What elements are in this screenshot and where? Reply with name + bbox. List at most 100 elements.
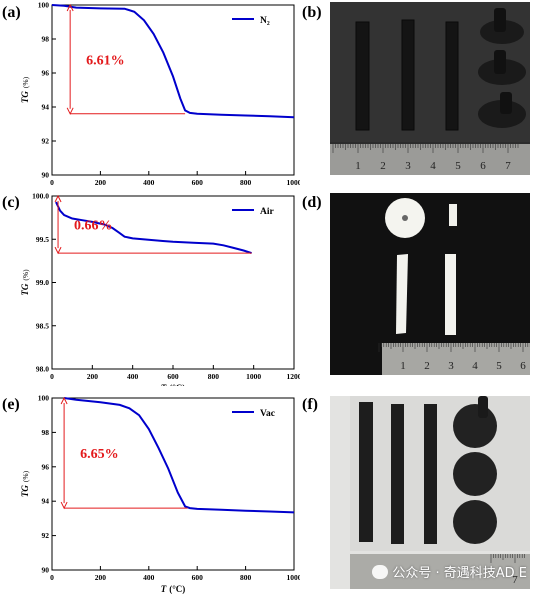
legend-label: Air bbox=[260, 207, 275, 217]
sample-bar-white-2 bbox=[445, 254, 456, 335]
y-tick-label: 99.0 bbox=[36, 278, 49, 287]
y-tick-label: 98 bbox=[42, 35, 50, 44]
sample-pin-1 bbox=[494, 8, 506, 32]
sample-disk-f-1 bbox=[453, 404, 497, 448]
sample-bar-f-3 bbox=[424, 404, 437, 544]
sample-pin-2 bbox=[494, 50, 506, 74]
series-line bbox=[55, 201, 252, 255]
y-tick-label: 92 bbox=[42, 137, 50, 146]
x-tick-label: 400 bbox=[143, 178, 155, 187]
x-tick-label: 0 bbox=[50, 178, 54, 187]
x-tick-label: 400 bbox=[127, 372, 139, 381]
y-tick-label: 96 bbox=[42, 462, 50, 471]
sample-pin-3 bbox=[500, 92, 512, 114]
ruler-number: 2 bbox=[380, 160, 386, 172]
series-line bbox=[63, 397, 295, 514]
y-tick-label: 90 bbox=[42, 566, 50, 575]
x-axis-label-var: T bbox=[161, 584, 167, 594]
y-tick-label: 90 bbox=[42, 171, 50, 180]
x-tick-label: 1000 bbox=[287, 178, 301, 187]
y-tick-label: 100.0 bbox=[32, 192, 49, 201]
y-tick-label: 96 bbox=[42, 69, 50, 78]
ruler-number: 5 bbox=[496, 360, 502, 372]
sample-piece-white bbox=[449, 204, 457, 226]
x-tick-label: 800 bbox=[240, 178, 252, 187]
panel-label-a: (a) bbox=[2, 4, 21, 21]
legend-label: Vac bbox=[260, 409, 275, 419]
ruler-number: 4 bbox=[430, 160, 436, 172]
y-tick-label: 100 bbox=[38, 394, 50, 403]
x-tick-label: 800 bbox=[208, 372, 220, 381]
y-axis-label: TG (%) bbox=[20, 470, 30, 497]
y-tick-label: 92 bbox=[42, 531, 50, 540]
photo-b-graphic: 1 2 3 4 5 6 7 bbox=[330, 2, 530, 175]
ruler-number: 7 bbox=[512, 574, 518, 586]
sample-disk-3 bbox=[478, 100, 526, 128]
y-tick-label: 98.0 bbox=[36, 365, 49, 374]
legend-label: N₂ bbox=[260, 16, 270, 26]
y-tick-label: 94 bbox=[42, 103, 50, 112]
x-tick-label: 200 bbox=[87, 372, 99, 381]
photo-f: 7 bbox=[330, 396, 530, 589]
photo-d: 1 2 3 4 5 6 bbox=[330, 193, 530, 375]
x-axis-label: T(°C) bbox=[161, 383, 186, 386]
x-tick-label: 1000 bbox=[287, 573, 301, 582]
y-tick-label: 98.5 bbox=[36, 321, 49, 330]
y-axis-label-var: TG bbox=[20, 91, 30, 103]
ruler-number: 4 bbox=[472, 360, 478, 372]
x-tick-label: 400 bbox=[143, 573, 155, 582]
photo-f-graphic: 7 bbox=[330, 396, 530, 589]
y-tick-label: 100 bbox=[38, 1, 50, 10]
photo-b: 1 2 3 4 5 6 7 bbox=[330, 2, 530, 175]
sample-bar-3 bbox=[445, 21, 459, 131]
ruler-b bbox=[330, 144, 530, 175]
x-tick-label: 1200 bbox=[287, 372, 301, 381]
wechat-icon bbox=[372, 564, 389, 579]
sample-bar-2 bbox=[401, 19, 415, 131]
panel-label-e: (e) bbox=[2, 396, 20, 413]
x-axis-label-unit: (°C) bbox=[169, 584, 185, 594]
watermark: 公众号 · 奇遇科技AD E bbox=[372, 562, 527, 581]
x-axis-label: T(°C) bbox=[161, 584, 186, 594]
sample-bar-white-1 bbox=[396, 254, 408, 334]
panel-label-f: (f) bbox=[302, 396, 318, 413]
y-axis-label: TG (%) bbox=[20, 76, 30, 103]
x-tick-label: 600 bbox=[192, 573, 204, 582]
annotation-arrowhead-top bbox=[54, 194, 62, 203]
sample-disk-f-2 bbox=[453, 452, 497, 496]
ruler-number: 1 bbox=[400, 360, 406, 372]
ruler-number: 2 bbox=[424, 360, 430, 372]
y-axis-label-unit: (%) bbox=[21, 470, 30, 482]
y-tick-label: 99.5 bbox=[36, 235, 49, 244]
y-axis-label-unit: (%) bbox=[21, 76, 30, 88]
x-tick-label: 200 bbox=[95, 178, 107, 187]
x-axis-label-unit: (°C) bbox=[169, 383, 185, 386]
ruler-d bbox=[382, 343, 530, 375]
sample-bar-1 bbox=[355, 21, 370, 131]
y-axis-label-var: TG bbox=[20, 283, 30, 295]
annotation-label: 6.61% bbox=[86, 53, 125, 68]
sample-bar-f-1 bbox=[359, 402, 373, 542]
y-tick-label: 98 bbox=[42, 428, 50, 437]
x-tick-label: 0 bbox=[50, 372, 54, 381]
ruler-number: 6 bbox=[480, 160, 486, 172]
x-tick-label: 600 bbox=[167, 372, 179, 381]
x-axis-label-var: T bbox=[161, 383, 167, 386]
sample-disk-hole bbox=[402, 215, 408, 221]
x-tick-label: 600 bbox=[192, 178, 204, 187]
plot-frame bbox=[51, 397, 295, 571]
chart-c: 0 200 400 600 800 1000 1200 98.0 98.5 99.0 99.5 100… bbox=[20, 192, 301, 387]
ruler-number: 1 bbox=[355, 160, 361, 172]
photo-f-surface bbox=[350, 396, 530, 551]
ruler-number: 7 bbox=[505, 160, 511, 172]
sample-disk-f-3 bbox=[453, 500, 497, 544]
y-axis-label-unit: (%) bbox=[21, 269, 30, 281]
ruler-number: 3 bbox=[405, 160, 411, 172]
panel-label-c: (c) bbox=[2, 194, 20, 211]
ruler-number: 5 bbox=[455, 160, 461, 172]
plot-frame bbox=[51, 4, 295, 176]
series-line bbox=[51, 4, 295, 119]
y-tick-label: 94 bbox=[42, 497, 50, 506]
watermark-text: 公众号 · 奇遇科技AD E bbox=[392, 566, 527, 581]
chart-a: 0 200 400 600 800 1000 90 92 94 96 98 100 TG (%) 6.61%… bbox=[20, 1, 301, 188]
